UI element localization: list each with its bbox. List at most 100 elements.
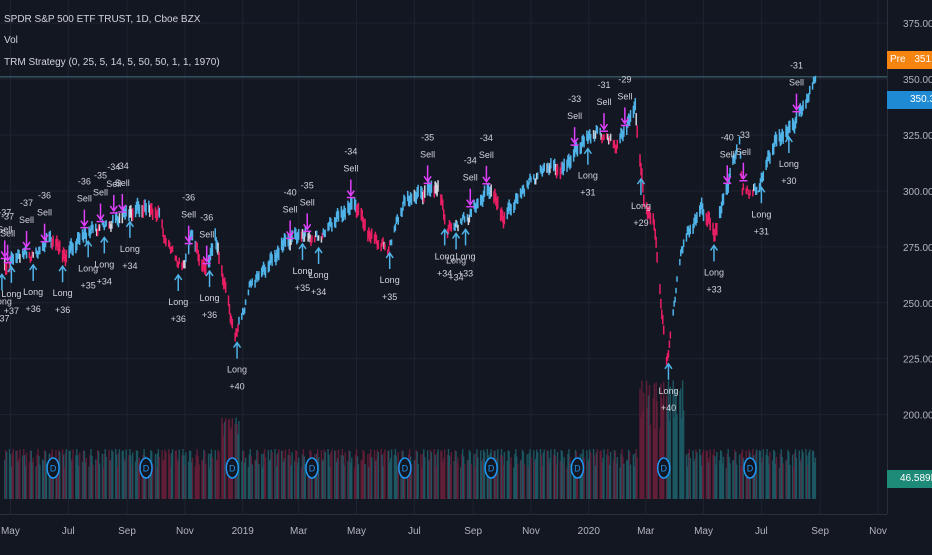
long-arrowhead — [583, 147, 592, 155]
volume-bar — [148, 459, 150, 499]
volume-bar — [769, 451, 771, 499]
volume-bar — [681, 418, 683, 499]
volume-bar — [685, 454, 688, 499]
volume-bar — [656, 401, 658, 499]
long-arrowhead — [298, 242, 307, 250]
volume-bar — [155, 467, 158, 499]
volume-bar — [540, 455, 543, 499]
long-signal-word: Long — [658, 386, 678, 396]
volume-legend[interactable]: Vol — [4, 35, 18, 46]
symbol-title[interactable]: SPDR S&P 500 ETF TRUST, 1D, Cboe BZX — [4, 14, 201, 25]
volume-bar — [652, 398, 654, 499]
volume-bar — [782, 463, 784, 499]
volume-bar — [84, 462, 87, 499]
volume-bar — [535, 449, 538, 499]
volume-bar — [581, 453, 583, 499]
volume-bar — [593, 455, 596, 499]
volume-bar — [772, 460, 774, 499]
sell-signal-word: Sell — [300, 197, 315, 207]
volume-bar — [149, 460, 151, 499]
volume-bar — [533, 450, 535, 499]
long-signal-value: +34 — [311, 287, 326, 297]
volume-bar — [388, 462, 391, 499]
sell-signal-word: Sell — [181, 210, 196, 220]
sell-signal-word: Sell — [720, 149, 735, 159]
dividend-marker-label: D — [402, 464, 409, 474]
long-arrowhead — [757, 185, 766, 193]
sell-arrowhead — [346, 190, 355, 197]
time-tick-label: Sep — [118, 526, 136, 537]
volume-bar — [35, 466, 37, 499]
volume-bar — [636, 457, 638, 499]
volume-bar — [496, 458, 498, 499]
volume-bar — [317, 457, 320, 499]
volume-bar — [429, 449, 432, 499]
volume-bar — [590, 452, 592, 499]
long-arrowhead — [232, 341, 242, 349]
volume-bar — [788, 451, 790, 499]
volume-bar — [453, 461, 455, 499]
volume-bar — [97, 451, 100, 499]
volume-bar — [599, 450, 601, 499]
volume-bar — [301, 454, 304, 499]
time-tick-label: Mar — [637, 526, 655, 537]
volume-bar — [157, 449, 160, 499]
long-signal-word: Long — [751, 209, 771, 219]
sell-signal-value: -40 — [284, 187, 297, 197]
volume-bar — [281, 450, 284, 499]
dividend-marker-label: D — [574, 464, 581, 474]
volume-bar — [242, 450, 244, 499]
volume-bar — [188, 450, 191, 499]
volume-bar — [12, 449, 14, 499]
volume-bar — [349, 451, 351, 499]
volume-bar — [331, 449, 333, 499]
volume-bar — [424, 457, 426, 499]
volume-bar — [210, 449, 213, 499]
volume-bar — [195, 454, 197, 499]
volume-bar — [569, 456, 571, 499]
volume-bar — [707, 462, 709, 499]
volume-bar — [434, 454, 436, 499]
volume-bar — [201, 459, 203, 499]
long-signal-word: Long — [227, 365, 247, 375]
sell-signal-value: -34 — [480, 133, 493, 143]
volume-bar — [497, 449, 499, 499]
volume-bar — [700, 465, 703, 499]
volume-bar — [421, 467, 423, 499]
dividend-marker — [46, 457, 60, 479]
volume-bar — [600, 450, 602, 499]
volume-bar — [806, 455, 808, 499]
volume-bar — [162, 460, 164, 499]
volume-bar — [546, 450, 548, 499]
volume-bar — [455, 451, 457, 499]
long-signal-value: +37 — [0, 313, 10, 323]
volume-bar — [567, 453, 569, 499]
volume-bar — [754, 465, 756, 499]
volume-bar — [629, 464, 632, 499]
volume-bar — [814, 457, 817, 499]
long-signal-word: Long — [578, 171, 598, 181]
volume-bar — [257, 451, 259, 499]
volume-bar — [250, 456, 252, 499]
volume-bar — [337, 449, 340, 499]
volume-bar — [767, 456, 769, 499]
volume-bar — [442, 462, 444, 499]
sell-signal-word: Sell — [596, 97, 611, 107]
time-tick-label: Jul — [408, 526, 421, 537]
volume-bar — [274, 449, 276, 499]
volume-bar — [96, 450, 99, 499]
volume-bar — [655, 382, 657, 499]
volume-bar — [241, 461, 243, 499]
volume-bar — [809, 449, 811, 499]
volume-bar — [695, 449, 697, 499]
volume-bar — [191, 457, 194, 499]
strategy-legend[interactable]: TRM Strategy (0, 25, 5, 14, 5, 50, 50, 1… — [4, 57, 220, 68]
volume-bar — [169, 454, 171, 499]
volume-bar — [773, 451, 776, 499]
volume-bar — [580, 466, 582, 499]
volume-bar — [389, 458, 392, 499]
sell-arrowhead — [723, 175, 732, 183]
volume-bar — [170, 453, 173, 499]
